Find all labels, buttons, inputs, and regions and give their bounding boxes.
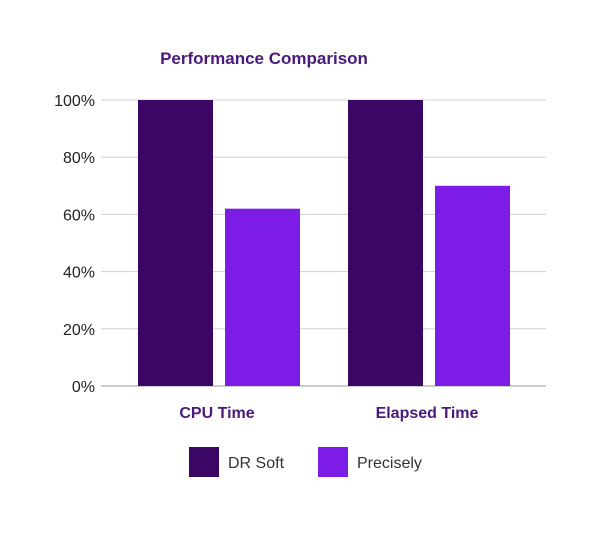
bar-layer	[138, 100, 510, 386]
y-tick-label: 80%	[63, 150, 95, 167]
legend-label: Precisely	[357, 455, 422, 472]
y-tick-label: 40%	[63, 265, 95, 282]
legend-label: DR Soft	[228, 455, 285, 472]
legend-swatch	[189, 447, 219, 477]
axis-layer: 0% 20% 40% 60% 80% 100% CPU Time Elapsed Time	[54, 93, 478, 422]
bar-precisely-cpu-time	[225, 208, 300, 386]
chart-title: Performance Comparison	[160, 49, 368, 68]
x-category-label: CPU Time	[179, 405, 254, 422]
bar-dr-soft-cpu-time	[138, 100, 213, 386]
y-tick-label: 100%	[54, 93, 95, 110]
bar-dr-soft-elapsed-time	[348, 100, 423, 386]
legend-swatch	[318, 447, 348, 477]
y-tick-label: 60%	[63, 207, 95, 224]
bar-precisely-elapsed-time	[435, 185, 510, 386]
legend-layer: DR Soft Precisely	[189, 447, 422, 477]
x-category-label: Elapsed Time	[376, 405, 479, 422]
y-tick-label: 0%	[72, 379, 95, 396]
y-tick-label: 20%	[63, 322, 95, 339]
